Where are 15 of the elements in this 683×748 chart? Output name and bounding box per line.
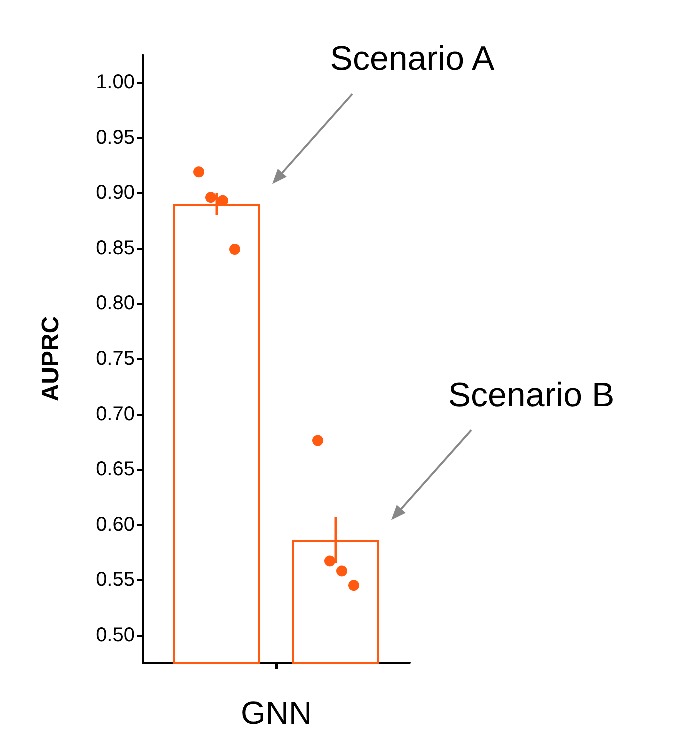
y-tick-label: 0.55	[96, 569, 135, 592]
y-tick-label: 0.60	[96, 514, 135, 536]
text: Scenario B	[448, 376, 615, 414]
y-tick-label: 0.80	[96, 292, 135, 315]
x-tick-label: GNN	[240, 695, 312, 731]
y-axis-title: AUPRC	[38, 316, 64, 402]
y-tick-label: 0.65	[96, 458, 135, 481]
text: Scenario A	[330, 40, 496, 78]
y-tick-label: 0.90	[96, 182, 135, 204]
y-tick-label: 0.75	[96, 348, 135, 370]
y-tick-label: 0.50	[96, 624, 135, 646]
y-tick-label: 0.85	[96, 237, 135, 260]
y-tick-label: 0.70	[96, 403, 135, 426]
y-tick-label: 1.00	[96, 72, 135, 94]
y-tick-label: 0.95	[96, 126, 135, 149]
